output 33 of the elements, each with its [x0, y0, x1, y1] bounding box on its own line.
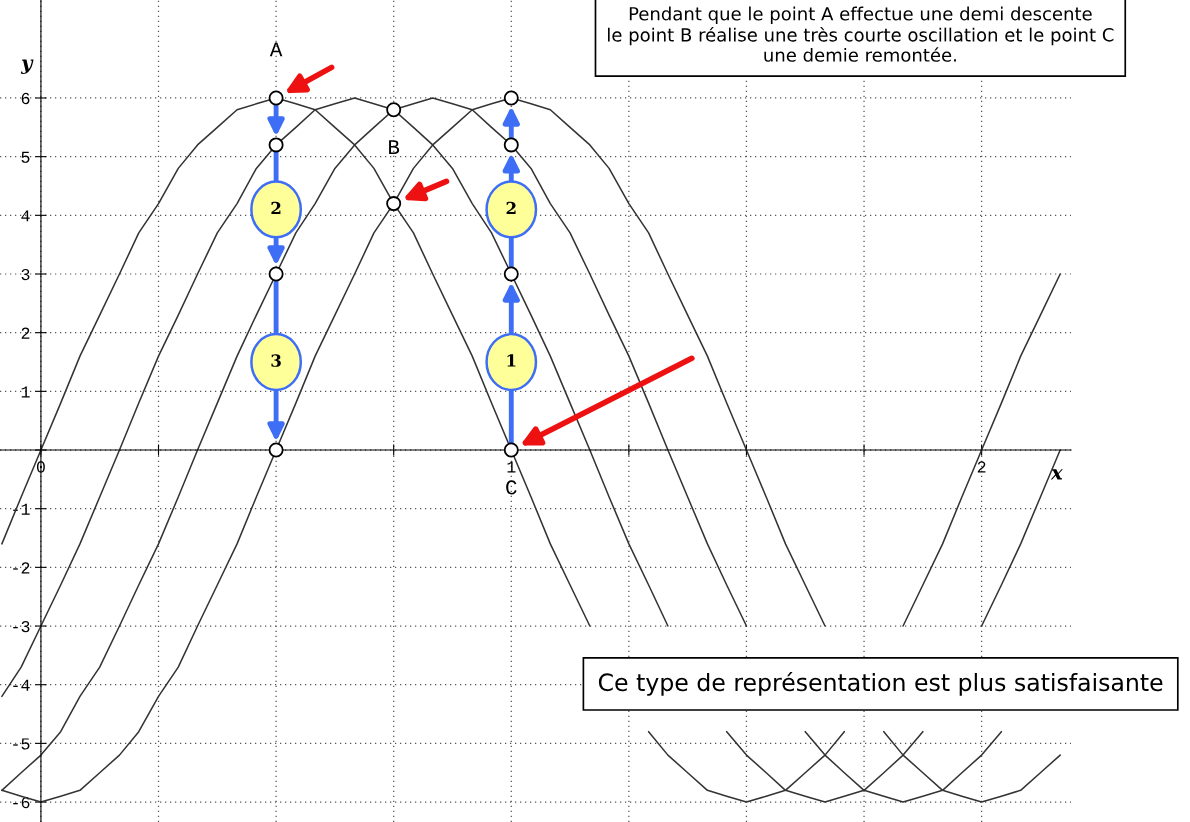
point	[503, 137, 519, 153]
y-tick-label: 2	[21, 327, 30, 339]
x-axis-title: x	[1050, 469, 1063, 480]
y-tick-label: 3	[21, 268, 30, 281]
point	[386, 196, 402, 212]
annotation: Pendant que le point A effectue une demi descente le point B réalise une très courte oscillation et le point C une demie remontée.	[608, 6, 1114, 62]
point	[268, 266, 284, 282]
point	[268, 137, 284, 153]
annotation: 1	[507, 354, 516, 367]
annotation: 2	[506, 201, 516, 215]
annotation: C	[506, 480, 517, 495]
annotation: Ce type de représentation est plus satisfaisante	[598, 672, 1163, 696]
point	[386, 102, 402, 118]
y-tick-label: 1	[21, 386, 30, 398]
point	[268, 442, 284, 458]
y-tick-label: 6	[21, 92, 30, 105]
point	[503, 90, 519, 106]
point	[503, 266, 519, 282]
y-tick-label: 4	[21, 210, 30, 222]
y-tick-label: -4	[13, 679, 30, 691]
x-tick-label: 1	[507, 461, 516, 473]
y-tick-label: -2	[13, 562, 30, 574]
point	[268, 90, 284, 106]
y-tick-label: -5	[13, 738, 30, 750]
annotation: B	[389, 140, 400, 154]
point	[503, 442, 519, 458]
x-tick-label: 2	[977, 461, 986, 473]
y-tick-label: 5	[21, 151, 30, 163]
annotation: A	[269, 42, 283, 57]
annotation: 3	[271, 354, 281, 367]
annotation: 2	[271, 201, 281, 215]
y-axis-title: y	[20, 59, 34, 74]
y-tick-label: -3	[13, 620, 30, 633]
